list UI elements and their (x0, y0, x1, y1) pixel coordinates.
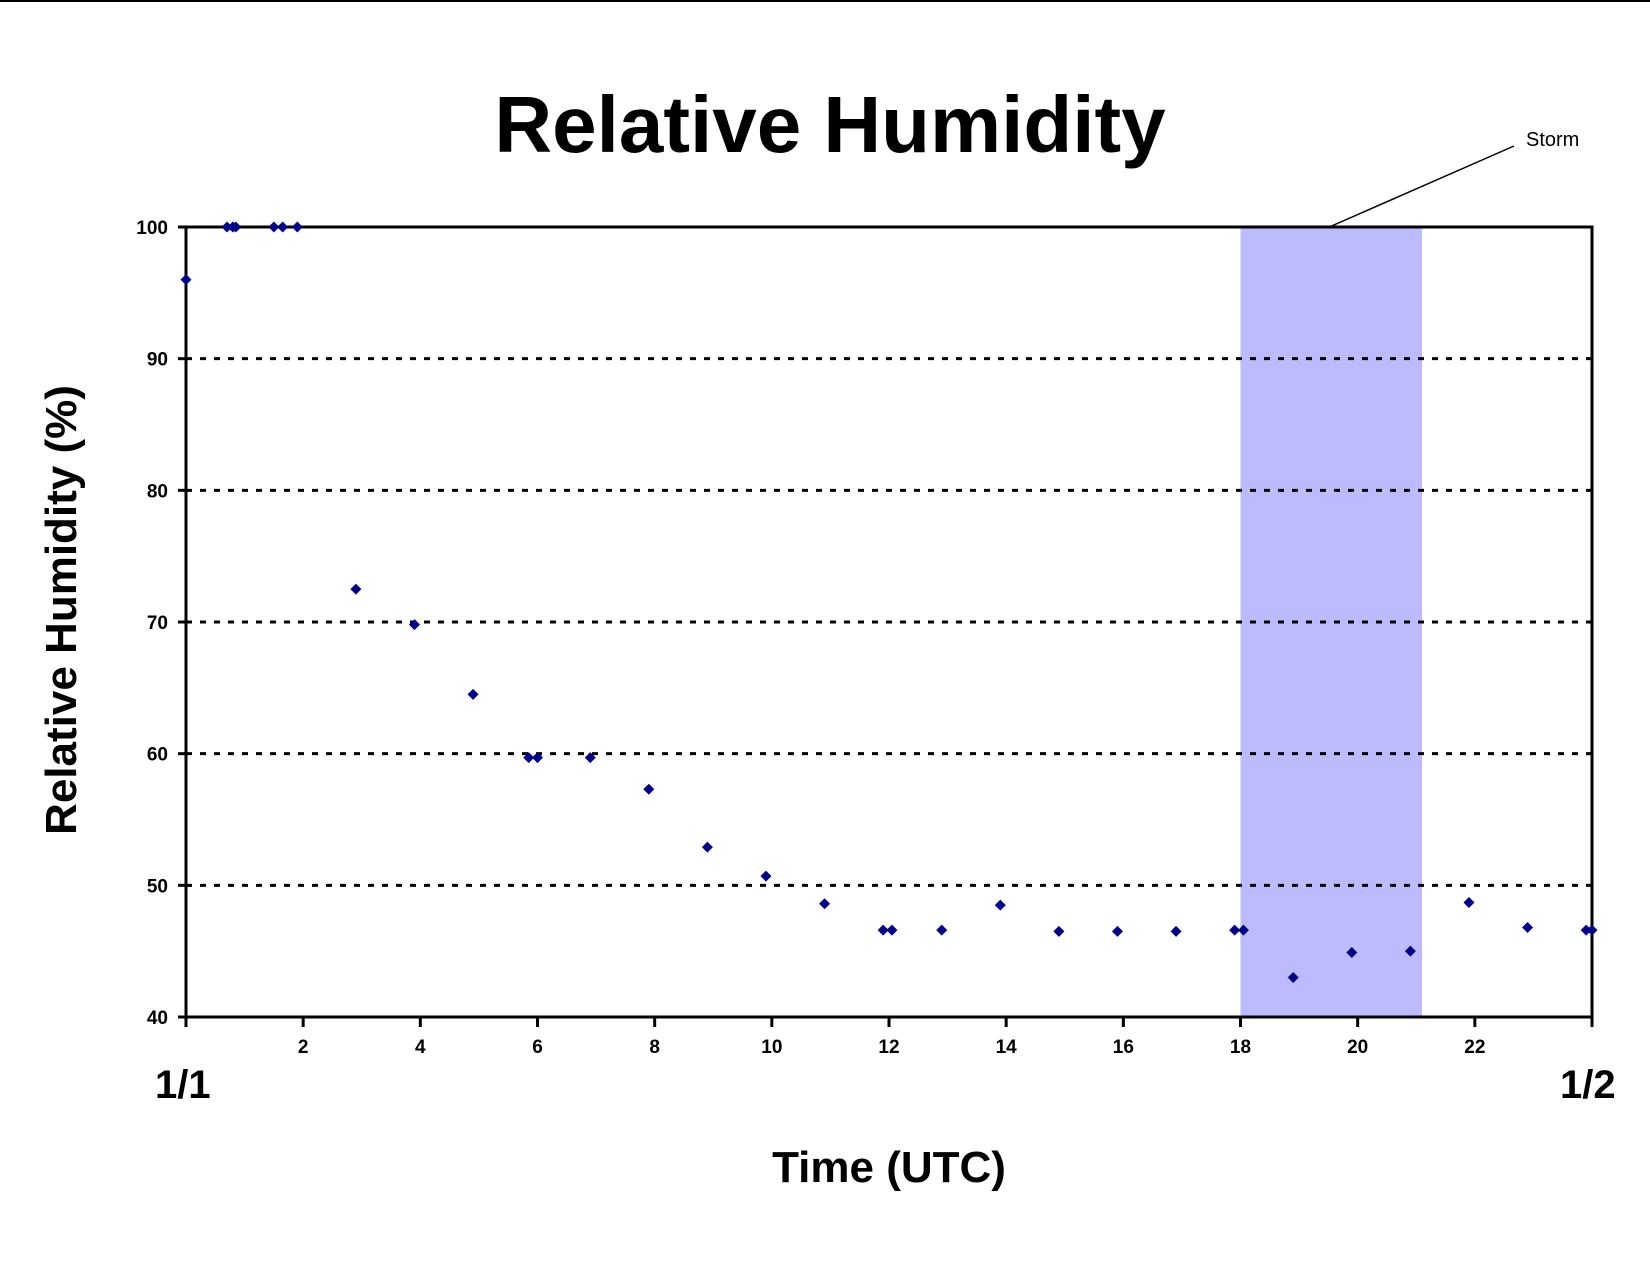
data-point (268, 221, 280, 233)
data-point (1586, 924, 1598, 936)
x-tick-label: 4 (415, 1037, 426, 1058)
data-point (1463, 896, 1475, 908)
data-point (584, 752, 596, 764)
data-point (532, 752, 543, 764)
data-point (886, 924, 898, 936)
data-point (994, 899, 1006, 911)
storm-annotation-leader (1329, 145, 1515, 228)
chart-title: Relative Humidity (494, 80, 1166, 169)
data-point (1522, 921, 1534, 933)
y-tick-label: 90 (147, 350, 168, 371)
data-point (1346, 946, 1358, 958)
data-point (180, 274, 192, 286)
y-tick-label: 40 (147, 1008, 168, 1029)
data-point (523, 752, 535, 764)
x-tick-label: 10 (761, 1037, 782, 1058)
data-point (467, 688, 479, 700)
data-point (277, 221, 289, 233)
data-point (350, 583, 362, 595)
y-axis-ticks: 40 50 60 70 80 90 100 (136, 218, 186, 1029)
data-point (1580, 924, 1592, 936)
data-point (701, 841, 713, 853)
data-point (1404, 945, 1416, 957)
data-point (760, 870, 772, 882)
data-point (408, 619, 420, 631)
data-point (1053, 925, 1065, 937)
data-point (819, 898, 831, 910)
start-date-label: 1/1 (155, 1063, 211, 1107)
y-tick-label: 50 (147, 876, 168, 897)
x-axis-ticks: 2 4 6 8 10 12 14 16 18 20 22 (184, 1017, 1594, 1058)
data-point (291, 221, 303, 233)
grid-lines (186, 357, 1592, 887)
y-tick-label: 100 (136, 218, 168, 239)
x-tick-label: 20 (1347, 1037, 1368, 1058)
data-point (877, 924, 889, 936)
y-tick-label: 70 (147, 613, 168, 634)
y-tick-label: 60 (147, 745, 168, 766)
data-markers (180, 221, 1598, 983)
x-axis-title: Time (UTC) (772, 1143, 1006, 1192)
x-tick-label: 14 (996, 1037, 1018, 1058)
data-point (1237, 924, 1249, 936)
data-point (221, 221, 233, 233)
data-point (230, 221, 242, 233)
data-point (1170, 925, 1182, 937)
x-tick-label: 22 (1464, 1037, 1485, 1058)
data-point (643, 783, 655, 795)
x-tick-label: 8 (649, 1037, 660, 1058)
x-tick-label: 12 (878, 1037, 899, 1058)
x-tick-label: 16 (1113, 1037, 1134, 1058)
data-point (1287, 972, 1299, 983)
x-tick-label: 18 (1230, 1037, 1251, 1058)
data-point (936, 924, 948, 936)
data-point (1111, 925, 1123, 937)
y-axis-title: Relative Humidity (%) (37, 385, 86, 835)
x-tick-label: 2 (298, 1037, 309, 1058)
end-date-label: 1/2 (1560, 1063, 1616, 1107)
data-point (1229, 924, 1241, 936)
x-tick-label: 6 (532, 1037, 543, 1058)
storm-annotation-label: Storm (1526, 129, 1579, 151)
y-tick-label: 80 (147, 481, 168, 502)
